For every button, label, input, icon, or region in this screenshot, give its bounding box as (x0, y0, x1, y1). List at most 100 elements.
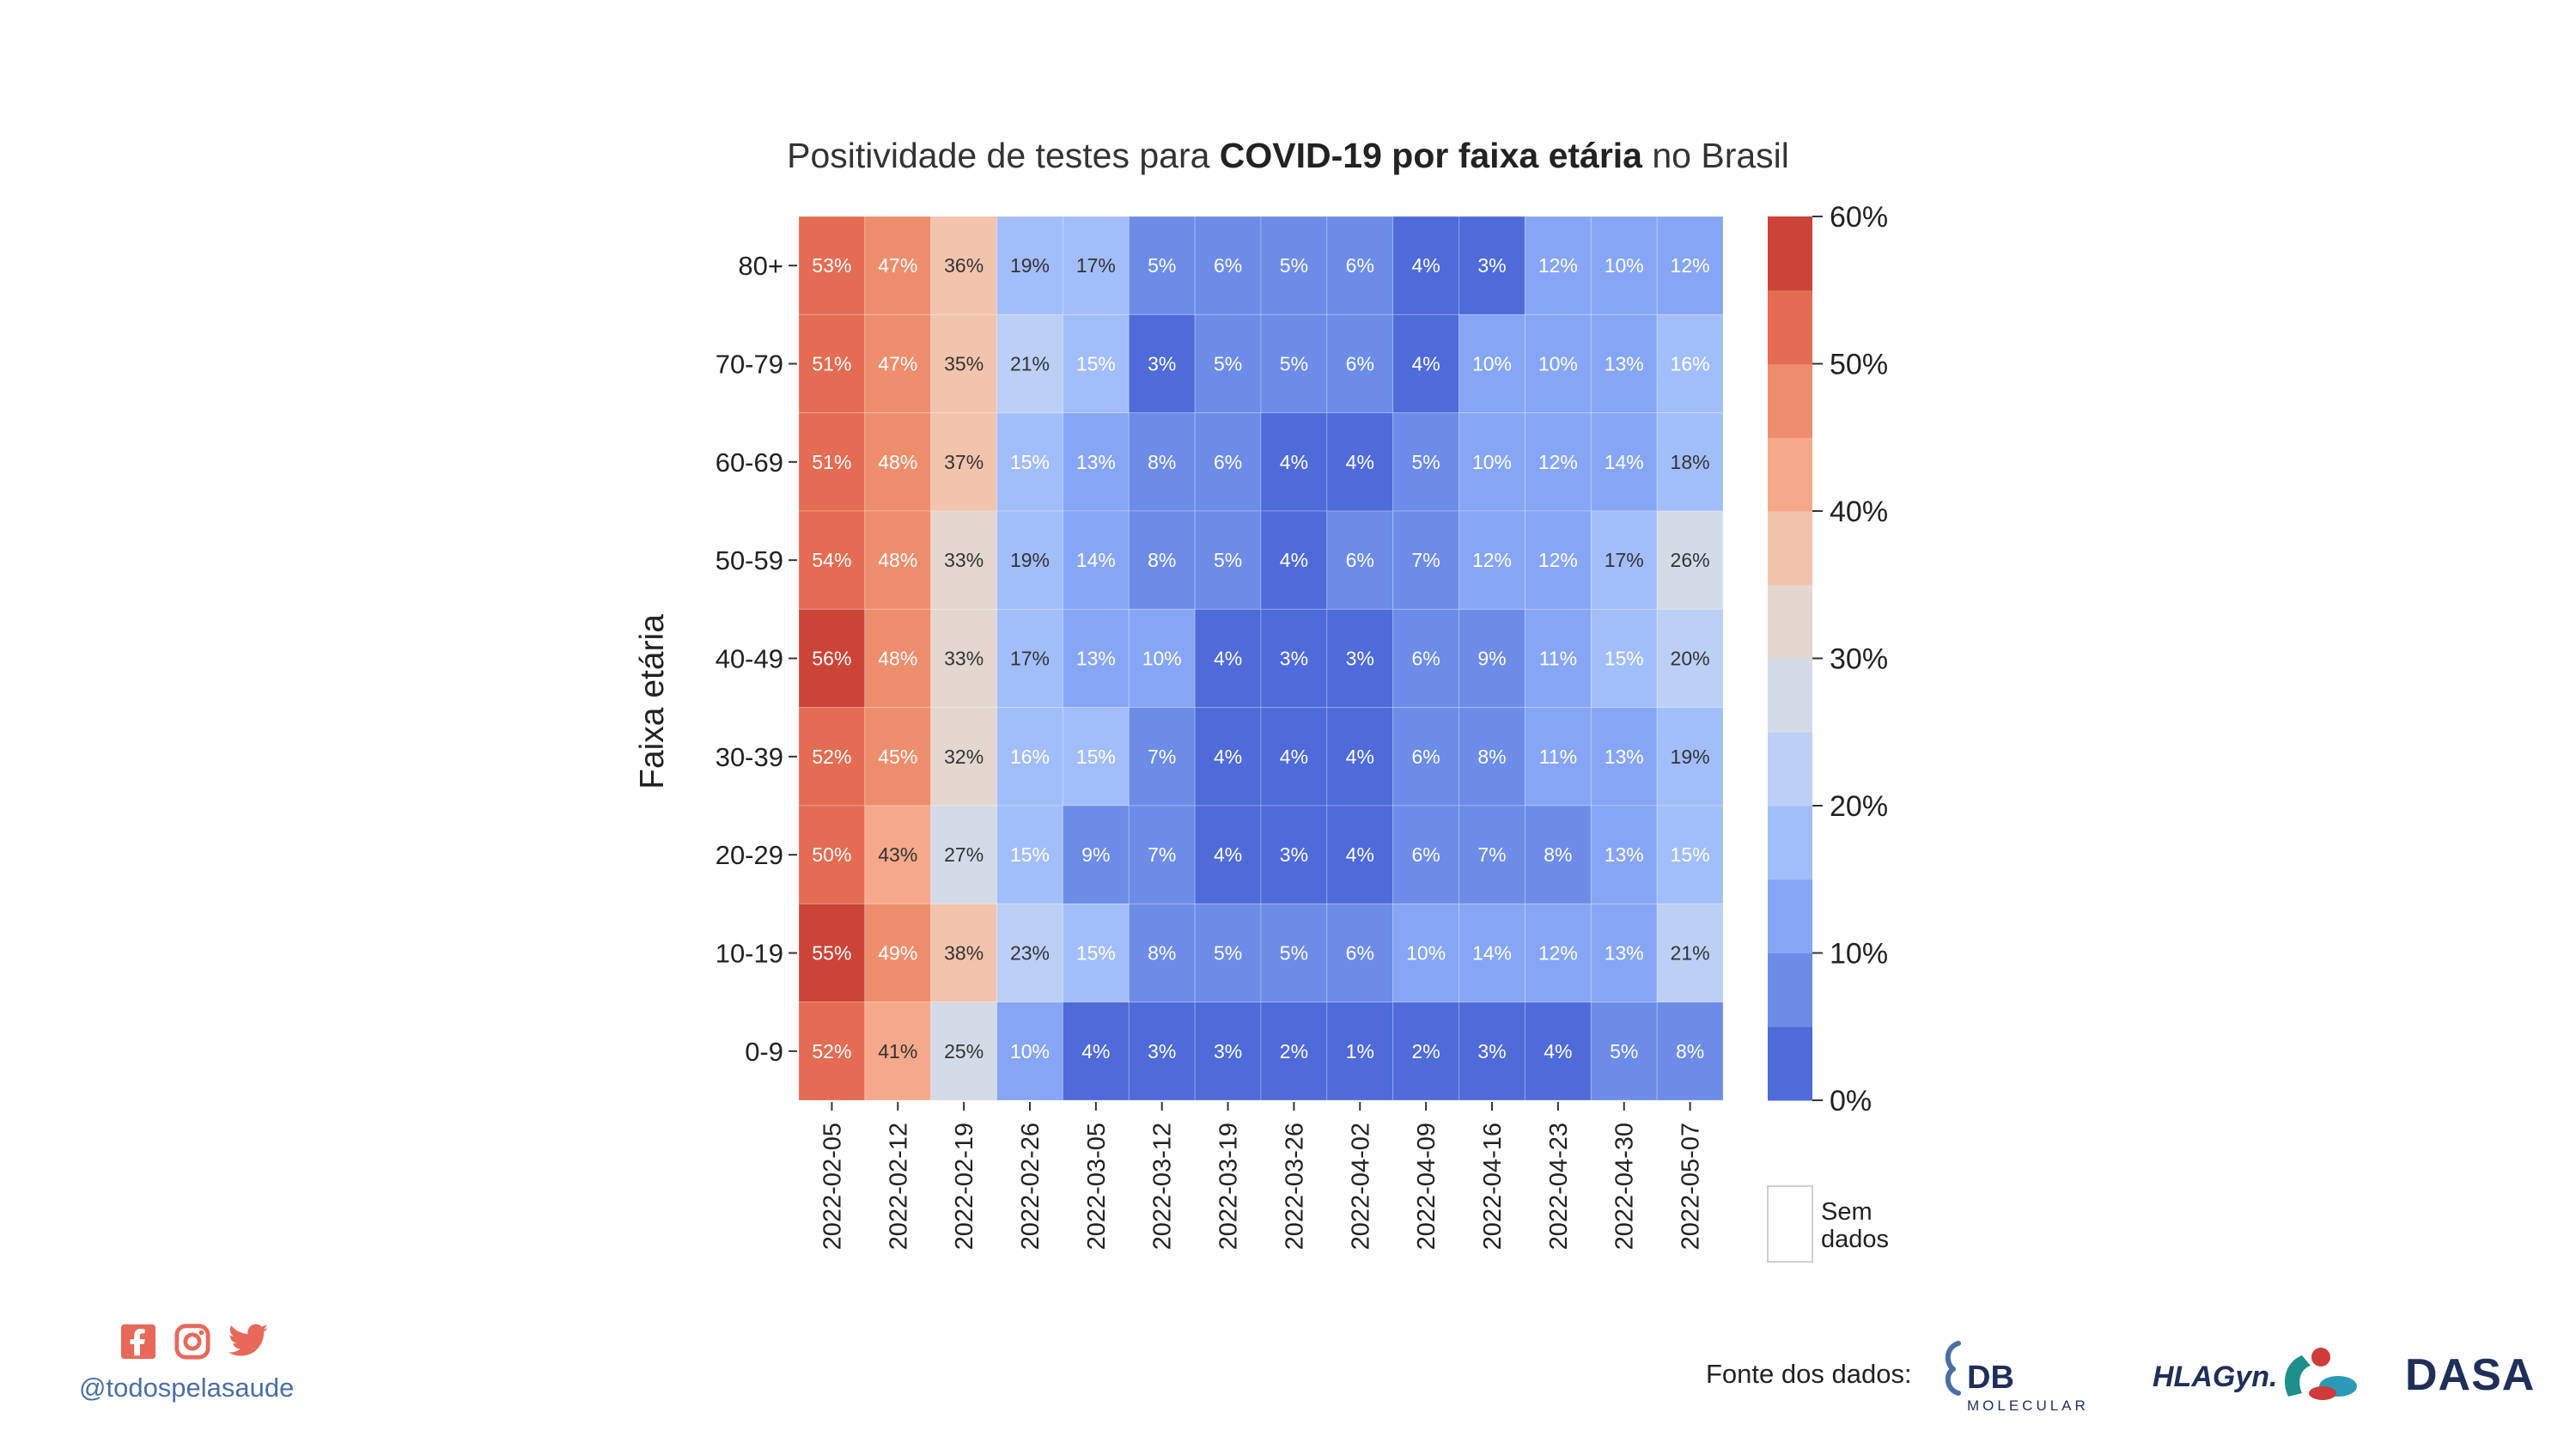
cell-value-label: 15% (1076, 746, 1116, 768)
cell-value-label: 6% (1412, 746, 1440, 768)
heatmap-cell (1128, 903, 1196, 1003)
heatmap-cell (864, 608, 932, 709)
x-tick-label: 2022-04-16 (1479, 1123, 1507, 1250)
heatmap-cell (864, 707, 932, 807)
db-molecular-logo: DB MOLECULAR (1945, 1341, 2086, 1414)
heatmap-cell (1392, 314, 1460, 414)
cell-value-label: 26% (1671, 549, 1710, 571)
cell-value-label: 45% (878, 746, 917, 768)
cell-value-label: 52% (812, 1040, 851, 1062)
cell-value-label: 7% (1148, 843, 1176, 866)
colorbar-bin (1768, 658, 1812, 733)
x-tick-label: 2022-03-19 (1215, 1123, 1243, 1250)
heatmap-cell (1326, 510, 1394, 610)
y-tick-label: 50-59 (716, 545, 783, 575)
x-tick-label: 2022-02-19 (951, 1123, 978, 1250)
cell-value-label: 3% (1477, 254, 1506, 277)
cell-value-label: 11% (1539, 746, 1577, 768)
cell-value-label: 3% (1148, 1040, 1176, 1062)
cell-value-label: 4% (1412, 353, 1440, 375)
cell-value-label: 2% (1412, 1040, 1440, 1062)
x-tick-label: 2022-02-05 (819, 1123, 846, 1250)
heatmap-cell (996, 1002, 1063, 1101)
y-tick-label: 0-9 (745, 1037, 783, 1067)
facebook-icon[interactable] (119, 1323, 158, 1361)
cell-value-label: 3% (1280, 648, 1308, 670)
heatmap-cell (1128, 608, 1196, 709)
heatmap-cell (1656, 412, 1724, 512)
cell-value-label: 47% (878, 254, 917, 277)
x-tick-label: 2022-03-05 (1083, 1123, 1111, 1250)
cell-value-label: 5% (1214, 353, 1242, 375)
heatmap-cell (996, 608, 1063, 709)
colorbar-bin (1768, 511, 1812, 586)
cell-value-label: 4% (1544, 1040, 1572, 1062)
twitter-icon[interactable] (228, 1323, 270, 1361)
cell-value-label: 49% (878, 942, 917, 965)
colorbar-bin (1768, 953, 1812, 1027)
y-tick-label: 30-39 (716, 742, 783, 772)
x-tick-label: 2022-02-12 (885, 1123, 912, 1250)
cell-value-label: 5% (1214, 942, 1242, 965)
cell-value-label: 27% (944, 843, 984, 866)
cell-value-label: 19% (1010, 549, 1050, 571)
colorbar-tick-label: 0% (1830, 1085, 1872, 1117)
y-tick-label: 40-49 (716, 644, 783, 674)
cell-value-label: 47% (878, 353, 917, 375)
cell-value-label: 41% (878, 1040, 917, 1062)
cell-value-label: 15% (1010, 451, 1050, 473)
cell-value-label: 4% (1346, 843, 1374, 866)
cell-value-label: 13% (1076, 451, 1116, 473)
cell-value-label: 5% (1214, 549, 1242, 571)
heatmap-cell (930, 510, 998, 610)
heatmap-cell (1326, 216, 1394, 315)
cell-value-label: 50% (812, 843, 851, 866)
heatmap-cell (1062, 608, 1130, 709)
cell-value-label: 21% (1671, 942, 1710, 965)
heatmap-cell (996, 510, 1063, 610)
cell-value-label: 6% (1412, 843, 1440, 866)
x-tick-label: 2022-05-07 (1678, 1123, 1705, 1250)
cell-value-label: 3% (1214, 1040, 1242, 1062)
cell-value-label: 19% (1010, 254, 1050, 277)
cell-value-label: 3% (1477, 1040, 1506, 1062)
colorbar-tick-label: 60% (1830, 201, 1888, 234)
data-source-label: Fonte dos dados: (1706, 1359, 1912, 1389)
heatmap-cell (930, 707, 998, 807)
heatmap-cell (1590, 903, 1658, 1003)
colorbar-bin (1768, 216, 1812, 291)
heatmap-cell (930, 903, 998, 1003)
heatmap-cell (1656, 608, 1724, 709)
cell-value-label: 56% (812, 648, 851, 670)
cell-value-label: 4% (1412, 254, 1440, 277)
x-tick-label: 2022-03-12 (1149, 1123, 1177, 1250)
heatmap-cell (1062, 1002, 1130, 1101)
cell-value-label: 5% (1280, 942, 1308, 965)
cell-value-label: 15% (1671, 843, 1710, 866)
cell-value-label: 12% (1538, 451, 1578, 473)
cell-value-label: 48% (878, 549, 917, 571)
cell-value-label: 55% (812, 942, 851, 965)
heatmap-cell (1128, 216, 1196, 315)
cell-value-label: 52% (812, 746, 851, 768)
colorbar-tick-label: 50% (1830, 349, 1888, 381)
social-handle[interactable]: @todospelasaude (79, 1373, 295, 1403)
heatmap-cell (1194, 412, 1262, 512)
missing-data-swatch (1767, 1185, 1813, 1263)
hlagyn-logo: HLAGyn. (2153, 1348, 2357, 1400)
missing-data-legend: Sem dados (1767, 1185, 1889, 1263)
x-tick-label: 2022-04-23 (1545, 1123, 1573, 1250)
colorbar-bin (1768, 437, 1812, 512)
heatmap-cell (1194, 314, 1262, 414)
cell-value-label: 3% (1148, 353, 1176, 375)
heatmap-cell (798, 314, 866, 414)
heatmap-cell (1062, 314, 1130, 414)
cell-value-label: 33% (944, 648, 984, 670)
heatmap-cell (1524, 903, 1592, 1003)
instagram-icon[interactable] (173, 1323, 212, 1361)
y-tick-label: 10-19 (716, 939, 783, 969)
svg-text:DB: DB (1967, 1360, 2014, 1396)
heatmap-cell (930, 412, 998, 512)
cell-value-label: 13% (1605, 843, 1644, 866)
heatmap-cell (1590, 707, 1658, 807)
